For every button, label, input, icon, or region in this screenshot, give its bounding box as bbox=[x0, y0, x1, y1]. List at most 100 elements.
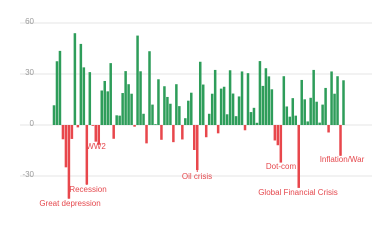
bar bbox=[130, 93, 133, 125]
bar bbox=[121, 93, 124, 125]
annotation: Global Financial Crisis bbox=[258, 188, 338, 197]
bar bbox=[118, 115, 121, 125]
bar bbox=[273, 125, 277, 141]
bar bbox=[169, 103, 172, 125]
bar bbox=[136, 35, 139, 125]
bar bbox=[124, 71, 127, 125]
bar bbox=[333, 93, 336, 125]
bar bbox=[219, 88, 223, 125]
bar bbox=[73, 33, 77, 126]
bar bbox=[55, 61, 59, 125]
bar bbox=[52, 105, 56, 125]
bar bbox=[67, 125, 71, 199]
bar bbox=[237, 96, 241, 125]
bar bbox=[184, 118, 187, 125]
chart: -30 0 30 60 Great depression Recession WW2 Oil … bbox=[20, 17, 372, 208]
annotation: Great depression bbox=[39, 199, 100, 208]
bar bbox=[207, 113, 211, 125]
bar bbox=[240, 71, 244, 125]
bar bbox=[216, 125, 220, 134]
bar bbox=[70, 125, 74, 139]
bar bbox=[306, 121, 309, 125]
bar bbox=[255, 122, 259, 125]
bar bbox=[249, 112, 253, 125]
bar bbox=[88, 72, 92, 125]
bar bbox=[154, 124, 157, 125]
bar bbox=[342, 80, 345, 125]
bar bbox=[285, 106, 289, 125]
bar bbox=[151, 104, 154, 125]
bar bbox=[204, 125, 208, 138]
bar bbox=[231, 93, 235, 125]
bar bbox=[193, 125, 196, 150]
bar bbox=[297, 125, 300, 188]
bar bbox=[261, 85, 265, 125]
bar bbox=[172, 125, 175, 143]
bar bbox=[324, 87, 327, 125]
bar bbox=[258, 61, 262, 125]
bar bbox=[112, 125, 115, 139]
bar bbox=[97, 125, 101, 145]
bar bbox=[109, 63, 112, 125]
bar bbox=[85, 125, 89, 185]
bar bbox=[64, 125, 68, 168]
bar bbox=[288, 116, 292, 125]
bar bbox=[100, 90, 104, 125]
bar bbox=[294, 115, 298, 125]
y-tick-label: -30 bbox=[22, 170, 34, 179]
bar bbox=[76, 125, 80, 128]
bar bbox=[91, 125, 95, 126]
bar bbox=[196, 125, 199, 171]
bar bbox=[327, 125, 330, 133]
bar bbox=[321, 104, 324, 125]
bar bbox=[225, 114, 229, 125]
bar bbox=[303, 99, 306, 125]
bar bbox=[166, 96, 169, 125]
bar bbox=[103, 80, 106, 125]
bar bbox=[148, 51, 151, 125]
bar bbox=[190, 92, 193, 125]
bar bbox=[309, 97, 312, 125]
bar bbox=[198, 61, 202, 125]
bar bbox=[139, 71, 142, 125]
bar bbox=[222, 86, 226, 125]
bar bbox=[115, 115, 118, 125]
bar bbox=[157, 79, 160, 125]
bar bbox=[175, 84, 178, 125]
bar bbox=[282, 76, 286, 125]
bar bbox=[61, 125, 65, 140]
annotation: Inflation/War bbox=[320, 155, 365, 164]
bar bbox=[178, 106, 181, 125]
bar bbox=[291, 98, 295, 125]
bar bbox=[213, 69, 217, 125]
y-tick-label: 60 bbox=[25, 17, 34, 26]
bar bbox=[276, 125, 280, 146]
bar bbox=[264, 68, 268, 125]
annotation: Dot-com bbox=[266, 162, 297, 171]
bar bbox=[58, 50, 62, 125]
annotation: WW2 bbox=[86, 142, 106, 151]
bar bbox=[127, 84, 130, 125]
bar bbox=[210, 93, 214, 125]
bar bbox=[243, 125, 247, 131]
bar bbox=[246, 73, 250, 125]
y-tick-label: 0 bbox=[30, 119, 35, 128]
annotation: Recession bbox=[69, 185, 106, 194]
bar bbox=[252, 107, 256, 125]
bar bbox=[142, 113, 145, 125]
bar bbox=[163, 86, 166, 125]
bar bbox=[318, 122, 321, 125]
bar bbox=[336, 76, 339, 125]
bar bbox=[187, 100, 190, 125]
bar bbox=[312, 69, 315, 125]
bar bbox=[160, 125, 163, 140]
bar bbox=[270, 89, 274, 125]
bar bbox=[145, 125, 148, 144]
bar bbox=[181, 125, 184, 140]
bar bbox=[330, 71, 333, 125]
bar bbox=[82, 67, 86, 125]
bar bbox=[201, 84, 205, 125]
bar bbox=[267, 76, 271, 125]
annotation: Oil crisis bbox=[182, 172, 212, 181]
y-tick-label: 30 bbox=[25, 68, 34, 77]
